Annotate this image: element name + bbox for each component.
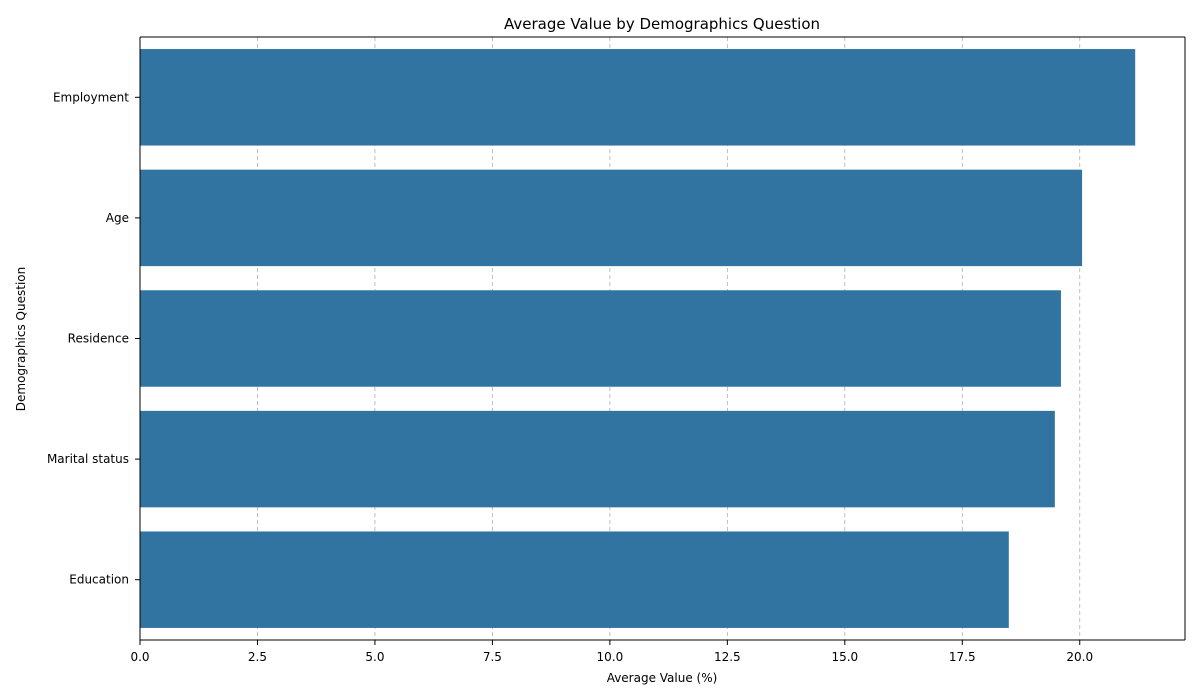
y-tick-label: Education (69, 573, 129, 587)
bar-residence (140, 290, 1061, 387)
x-tick-label: 15.0 (831, 650, 858, 664)
y-tick-label: Residence (68, 332, 129, 346)
x-tick-label: 5.0 (365, 650, 384, 664)
y-axis-label: Demographics Question (14, 267, 28, 411)
x-axis-label: Average Value (%) (607, 671, 718, 685)
x-tick-label: 10.0 (597, 650, 624, 664)
x-tick-label: 12.5 (714, 650, 741, 664)
y-tick-label: Marital status (47, 452, 129, 466)
bar-employment (140, 49, 1136, 146)
bars (140, 49, 1136, 628)
x-ticks: 0.0 2.5 5.0 7.5 10.0 12.5 15.0 17.5 20.0 (130, 640, 1093, 664)
chart-title: Average Value by Demographics Question (504, 15, 820, 33)
x-tick-label: 0.0 (130, 650, 149, 664)
bar-education (140, 531, 1009, 628)
y-tick-label: Employment (53, 90, 129, 104)
y-ticks: Employment Age Residence Marital status Educ… (47, 90, 140, 587)
x-tick-label: 20.0 (1066, 650, 1093, 664)
x-tick-label: 2.5 (248, 650, 267, 664)
y-tick-label: Age (106, 211, 129, 225)
x-tick-label: 17.5 (949, 650, 976, 664)
axes (139, 36, 1186, 641)
bar-age (140, 169, 1083, 267)
bar-marital-status (140, 410, 1055, 508)
x-tick-label: 7.5 (483, 650, 502, 664)
